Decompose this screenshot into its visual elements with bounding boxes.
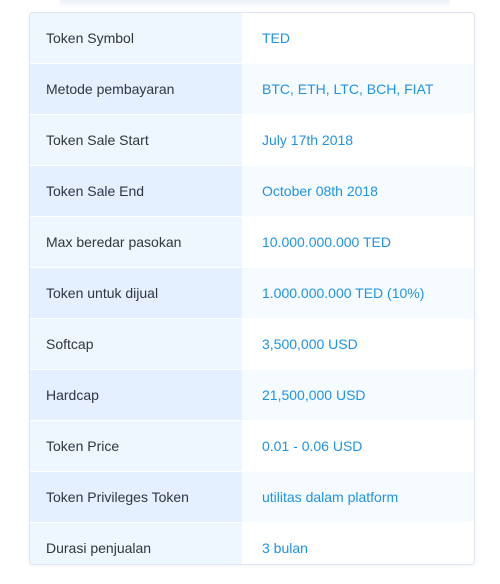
row-label: Token Price [30,421,242,471]
row-value: 0.01 - 0.06 USD [242,421,474,471]
row-label: Token Symbol [30,13,242,63]
row-label: Durasi penjualan [30,523,242,564]
table-row-token-privileges: Token Privileges Token utilitas dalam pl… [30,471,474,522]
table-row-tokens-for-sale: Token untuk dijual 1.000.000.000 TED (10… [30,267,474,318]
row-value: TED [242,13,474,63]
table-row-sale-duration: Durasi penjualan 3 bulan [30,522,474,564]
row-label: Token untuk dijual [30,268,242,318]
row-label: Token Privileges Token [30,472,242,522]
token-details-table: Token Symbol TED Metode pembayaran BTC, … [29,12,475,565]
row-value: 10.000.000.000 TED [242,217,474,267]
row-value: 3,500,000 USD [242,319,474,369]
row-label: Softcap [30,319,242,369]
table-row-hardcap: Hardcap 21,500,000 USD [30,369,474,420]
table-row-sale-start: Token Sale Start July 17th 2018 [30,114,474,165]
table-row-softcap: Softcap 3,500,000 USD [30,318,474,369]
row-value: July 17th 2018 [242,115,474,165]
row-value: 1.000.000.000 TED (10%) [242,268,474,318]
row-label: Token Sale End [30,166,242,216]
row-value: 3 bulan [242,523,474,564]
row-value: utilitas dalam platform [242,472,474,522]
table-row-token-price: Token Price 0.01 - 0.06 USD [30,420,474,471]
row-label: Hardcap [30,370,242,420]
table-row-sale-end: Token Sale End October 08th 2018 [30,165,474,216]
row-label: Max beredar pasokan [30,217,242,267]
row-value: 21,500,000 USD [242,370,474,420]
table-row-payment-method: Metode pembayaran BTC, ETH, LTC, BCH, FI… [30,63,474,114]
row-label: Token Sale Start [30,115,242,165]
row-value: October 08th 2018 [242,166,474,216]
table-row-max-supply: Max beredar pasokan 10.000.000.000 TED [30,216,474,267]
table-row-token-symbol: Token Symbol TED [30,13,474,63]
top-shadow-strip [60,0,450,8]
row-label: Metode pembayaran [30,64,242,114]
row-value: BTC, ETH, LTC, BCH, FIAT [242,64,474,114]
